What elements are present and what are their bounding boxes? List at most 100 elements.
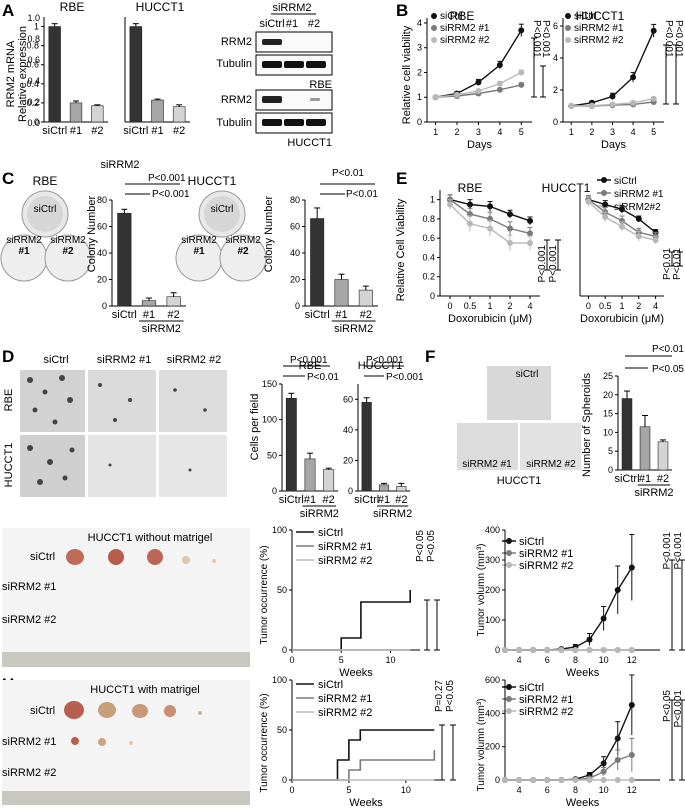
A-HUCCT1-xlabel-0: siCtrl (123, 125, 148, 137)
H-volume-s1-point-7 (600, 768, 607, 775)
A-RBE-bar-1 (69, 102, 83, 123)
f-sig: P<0.01 P<0.05 (625, 344, 684, 375)
C-HUCCT1-ytick-label-1: 20 (290, 275, 300, 285)
band-rbe-tub-3 (306, 61, 326, 68)
H-volume-s2-point-0 (502, 777, 508, 783)
f-ylabel: Number of Spheroids (581, 373, 593, 477)
d-hucct1-p2: P<0.001 (386, 372, 424, 383)
g-row-0: siCtrl (30, 551, 55, 563)
D-RBE-bar-2 (323, 469, 335, 492)
B-HUCCT1-xtick-label-1: 2 (589, 127, 594, 137)
h-occ-p2: P<0.05 (445, 680, 456, 712)
H-volume-xtick-label-0: 4 (517, 785, 522, 795)
E-RBE-s2-point-1 (467, 220, 473, 227)
E-HUCCT1-s2-point-4 (652, 237, 659, 244)
b-hucct1-p1: P<0.001 (663, 20, 674, 58)
C-HUCCT1-bar-2 (358, 289, 373, 307)
H-volume-xlabel: Weeks (566, 797, 600, 808)
D-HUCCT1-ytick-label-1: 20 (343, 455, 353, 465)
H-occurrence-xtick-label-0: 0 (289, 785, 294, 795)
c-rbe-dish-label-3: siRRM2 (50, 235, 86, 246)
C-RBE-bar-1 (141, 300, 157, 307)
E-RBE-xtick-label-2: 1 (487, 301, 492, 311)
B-RBE-ytick-label-2: 2 (417, 67, 422, 77)
A-RBE-title: RBE (60, 0, 85, 14)
F-ytick-label-4: 20 (603, 390, 613, 400)
F-ytick-label-1: 5 (608, 446, 613, 456)
H-volume-xtick-label-2: 8 (573, 785, 578, 795)
G-occurrence-ytick-label-0: 0 (282, 645, 287, 655)
g-ruler (2, 652, 250, 667)
E-HUCCT1-xtick-label-0: 0 (586, 301, 591, 311)
panel-letter-a: A (2, 1, 14, 20)
band-rbe-tub-2 (284, 61, 304, 68)
c-hucct1-dish-2 (219, 234, 267, 282)
G-volume-xtick-label-0: 4 (517, 655, 522, 665)
G-volume-s2-point-8 (614, 647, 621, 653)
F-xlabel-1: #1 (639, 473, 651, 485)
C-HUCCT1-xlabel-2: #2 (360, 309, 372, 321)
g-vol-legend-marker-0 (506, 538, 512, 544)
B-RBE-xtick-label-4: 5 (519, 127, 524, 137)
H-occurrence-xtick-label-1: 5 (346, 785, 351, 795)
a-ytick-1: 0.2 (27, 97, 40, 107)
H-volume-ytick-label-1: 200 (485, 742, 500, 752)
A-RBE-ytick-label-4: 0.8 (26, 41, 39, 51)
E-RBE-s1-point-3 (507, 225, 513, 232)
b-hucct1-legend-marker-1 (565, 25, 571, 31)
E-RBE-s2-point-4 (527, 240, 533, 246)
d-img-hucct1-si2 (159, 435, 227, 497)
E-RBE-xtick-label-3: 2 (507, 301, 512, 311)
G-volume-s2-point-9 (628, 647, 635, 653)
C-RBE-ytick-label-4: 80 (97, 195, 107, 205)
g-occ-legend-2: siRRM2 #2 (318, 555, 372, 567)
a-ytick-4: 0.8 (27, 34, 40, 44)
B-RBE-s0-point-4 (518, 27, 525, 34)
E-HUCCT1-s0-point-3 (635, 215, 642, 222)
C-RBE-bar-2 (166, 296, 181, 307)
c-rbe-dish-label-1: siRRM2 (6, 235, 42, 246)
D-HUCCT1-ytick-label-3: 60 (343, 394, 353, 404)
b-rbe-legend-marker-1 (431, 25, 437, 31)
E-RBE-ytick-label-5: 1 (430, 195, 435, 205)
D-RBE-ytick-label-3: 150 (262, 379, 277, 389)
H-occurrence-xlabel: Weeks (349, 797, 383, 808)
B-RBE-s2-point-0 (432, 94, 439, 101)
A-HUCCT1-xlabel-1: #1 (151, 125, 163, 137)
E-HUCCT1-xlabel: Doxorubicin (μM) (580, 313, 664, 325)
H-occurrence-series-1 (292, 750, 436, 781)
G-occurrence-xtick-label-2: 10 (385, 655, 395, 665)
f-img-si2 (520, 423, 581, 470)
H-volume-s2-point-8 (614, 777, 621, 783)
C-RBE-xlabel-1: #1 (143, 309, 155, 321)
blot-hucct1-rrm2 (255, 89, 333, 111)
B-RBE-ytick-label-3: 3 (417, 43, 422, 53)
f-label-1: siRRM2 #1 (462, 459, 512, 470)
A-HUCCT1-bar-0 (129, 26, 143, 123)
g-vol-legend-marker-2 (506, 562, 512, 568)
D-RBE-xlabel-1: #1 (304, 494, 316, 506)
G-volume-s0-point-8 (614, 587, 621, 593)
H-volume-xtick-label-4: 12 (627, 785, 637, 795)
panel-letter-f: F (425, 347, 435, 366)
F-xlabel-2: #2 (657, 473, 669, 485)
b-ylabel: Relative cell viability (401, 25, 413, 124)
d-hucct1-p1: P<0.001 (366, 355, 404, 366)
f-caption: HUCCT1 (497, 475, 542, 487)
E-RBE-ytick-label-3: 0.6 (422, 233, 435, 243)
H-volume-s0-point-9 (628, 702, 635, 708)
panel-letter-d: D (2, 347, 14, 366)
E-HUCCT1-s0-point-2 (619, 206, 625, 213)
E-RBE-ytick-label-1: 0.2 (422, 272, 435, 282)
h-photo-title: HUCCT1 with matrigel (90, 684, 199, 696)
b-rbe-p1: P<0.001 (531, 20, 542, 58)
G-volume-s0-point-9 (628, 564, 635, 571)
C-RBE-ytick-label-0: 0 (102, 301, 107, 311)
H-volume-s0-point-8 (614, 735, 621, 742)
b-hucct1-legend-0: siCtrl (574, 11, 597, 22)
A-RBE-xlabel-2: #2 (91, 125, 103, 137)
B-RBE-title: RBE (450, 9, 475, 23)
G-occurrence-xtick-label-1: 5 (339, 655, 344, 665)
F-ytick-label-5: 25 (603, 371, 613, 381)
D-RBE-ytick-label-1: 50 (267, 450, 277, 460)
